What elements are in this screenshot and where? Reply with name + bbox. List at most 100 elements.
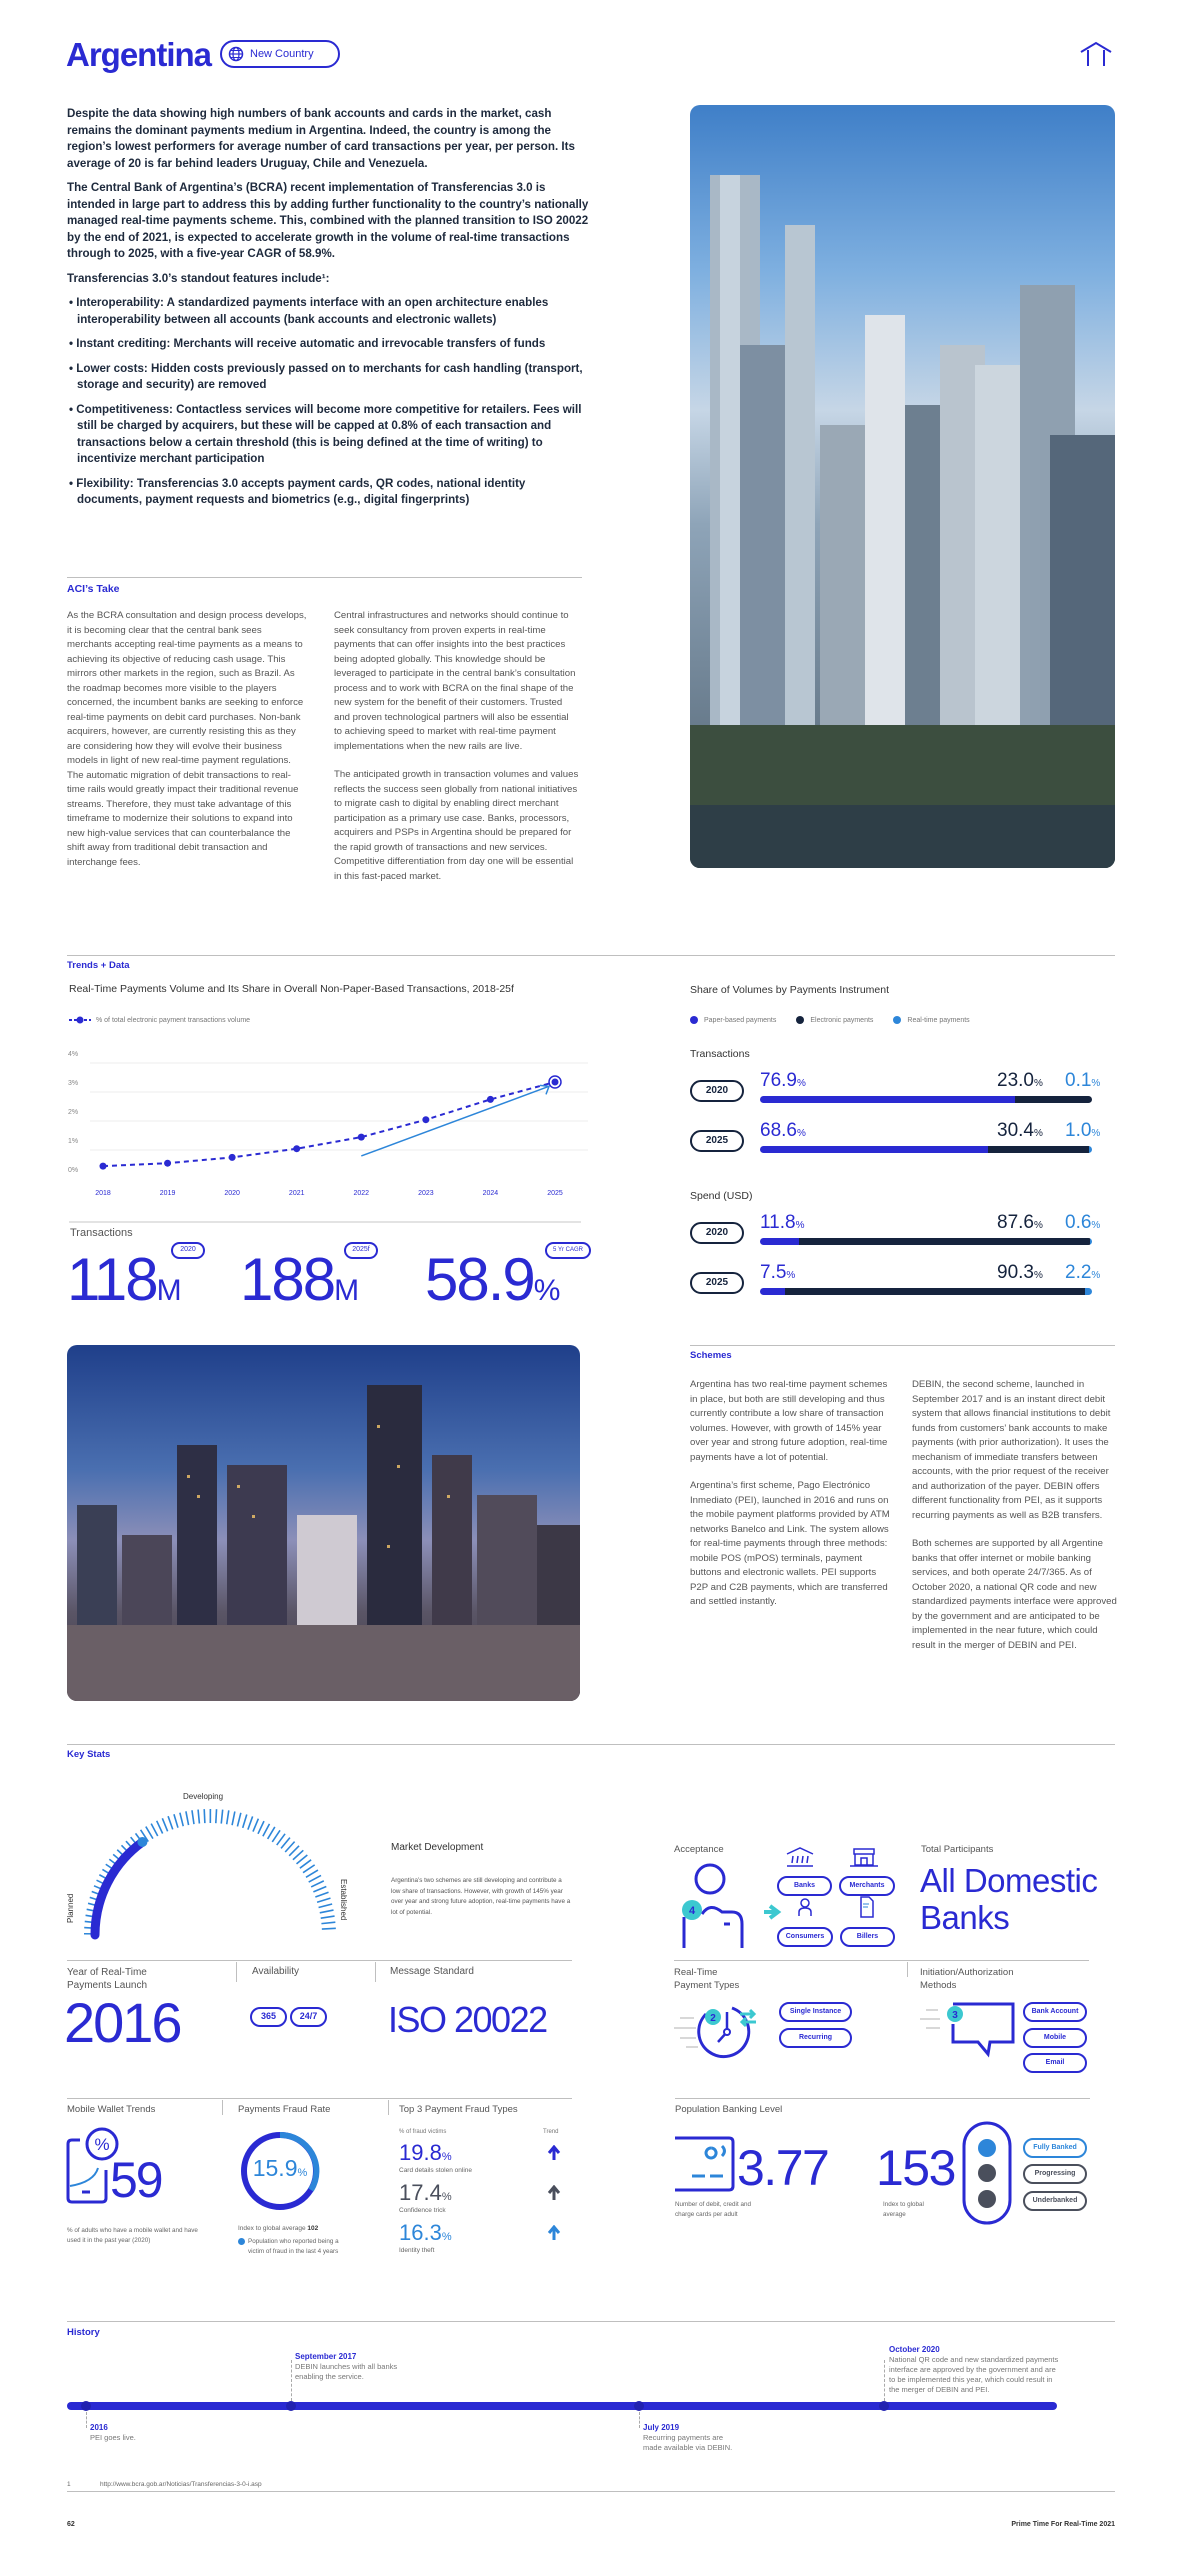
bar-segment-paper[interactable] bbox=[760, 1238, 800, 1245]
gauge-tick bbox=[257, 1820, 265, 1835]
gauge-tick bbox=[321, 1927, 336, 1930]
share-value: 0.1% bbox=[1065, 1070, 1100, 1092]
message-bubble-icon: 3 bbox=[920, 2002, 1015, 2058]
gauge-tick bbox=[191, 1810, 195, 1825]
legend-line-marker bbox=[69, 1016, 91, 1024]
transaction-stat: 188M 2025f bbox=[240, 1242, 378, 1310]
level-progressing: Progressing bbox=[1023, 2164, 1087, 2184]
data-point[interactable] bbox=[293, 1145, 301, 1153]
share-unit: % bbox=[795, 1220, 805, 1231]
data-point[interactable] bbox=[357, 1133, 365, 1141]
divider bbox=[675, 2098, 1090, 2099]
gauge-tick bbox=[319, 1909, 334, 1914]
event-text: Recurring payments are made available vi… bbox=[643, 2433, 733, 2452]
bar-segment-electronic[interactable] bbox=[784, 1288, 1085, 1295]
data-point[interactable] bbox=[99, 1162, 107, 1170]
divider bbox=[67, 2098, 572, 2099]
mobile-wallet-title: Mobile Wallet Trends bbox=[67, 2104, 156, 2115]
key-stats-heading: Key Stats bbox=[67, 1749, 111, 1760]
fraud-index-label: Index to global average bbox=[238, 2225, 306, 2232]
launch-year-title: Year of Real-Time Payments Launch bbox=[67, 1967, 148, 1991]
bar-segment-paper[interactable] bbox=[760, 1288, 785, 1295]
share-unit: % bbox=[1033, 1220, 1043, 1231]
fraud-type-label: Confidence trick bbox=[399, 2207, 446, 2214]
gauge-tick bbox=[185, 1811, 190, 1826]
fraud-index: Index to global average 102 bbox=[238, 2224, 318, 2233]
share-value: 11.8% bbox=[760, 1212, 804, 1234]
footnote-link[interactable]: http://www.bcra.gob.ar/Noticias/Transfer… bbox=[100, 2481, 262, 2488]
badge-label: New Country bbox=[250, 48, 314, 60]
data-point[interactable] bbox=[164, 1159, 172, 1167]
divider bbox=[67, 2321, 1115, 2322]
footnote-number: 1 bbox=[67, 2481, 71, 2488]
home-icon[interactable] bbox=[1078, 40, 1114, 68]
fraud-rate-number: 15.9 bbox=[252, 2155, 298, 2181]
share-number: 2.2 bbox=[1065, 1262, 1092, 1283]
intro-text: Despite the data showing high numbers of… bbox=[67, 106, 592, 517]
initiation-title: Initiation/Authorization Methods bbox=[920, 1967, 1014, 1991]
share-number: 0.1 bbox=[1065, 1070, 1092, 1091]
event-text: National QR code and new standardized pa… bbox=[889, 2355, 1059, 2394]
gauge-tick bbox=[155, 1820, 164, 1834]
bar-segment-paper[interactable] bbox=[760, 1096, 1016, 1103]
event-date: July 2019 bbox=[643, 2423, 680, 2432]
legend-item: Paper-based payments bbox=[690, 1016, 776, 1024]
line-chart: 0% 1% 2% 3% 4% 2018 2019 2020 2021 2022 2023 2024 20… bbox=[68, 1051, 588, 1197]
history-heading: History bbox=[67, 2327, 100, 2338]
x-tick-label: 2018 bbox=[95, 1190, 111, 1197]
gauge-tick bbox=[320, 1915, 335, 1919]
gauge-tick bbox=[299, 1859, 312, 1869]
gauge-tick bbox=[266, 1826, 276, 1840]
schemes-col2: DEBIN, the second scheme, launched in Se… bbox=[912, 1378, 1117, 1667]
share-number: 7.5 bbox=[760, 1262, 787, 1283]
timeline-connector bbox=[884, 2360, 885, 2401]
schemes-heading: Schemes bbox=[690, 1350, 732, 1361]
share-unit: % bbox=[1091, 1128, 1101, 1139]
gauge-tick bbox=[321, 1921, 336, 1925]
initiation-mobile: Mobile bbox=[1023, 2028, 1087, 2048]
features-list: Interoperability: A standardized payment… bbox=[67, 295, 592, 509]
share-value: 2.2% bbox=[1065, 1262, 1100, 1284]
gauge-tick bbox=[167, 1815, 174, 1830]
x-tick-label: 2021 bbox=[289, 1190, 305, 1197]
stacked-bar bbox=[760, 1146, 1092, 1153]
fraud-types-title: Top 3 Payment Fraud Types bbox=[399, 2104, 518, 2115]
gauge-tick bbox=[262, 1823, 271, 1837]
stat-value: 188 bbox=[240, 1246, 336, 1313]
bar-segment-real-time[interactable] bbox=[1084, 1288, 1092, 1295]
timeline-dot bbox=[81, 2401, 91, 2411]
fraud-percent-unit: % bbox=[441, 2231, 452, 2243]
data-point[interactable] bbox=[422, 1116, 430, 1124]
gauge-tick bbox=[308, 1874, 322, 1883]
bar-segment-real-time[interactable] bbox=[1090, 1238, 1092, 1245]
data-point[interactable] bbox=[551, 1078, 559, 1086]
share-unit: % bbox=[796, 1128, 806, 1139]
bar-segment-electronic[interactable] bbox=[987, 1146, 1089, 1153]
gauge-tick bbox=[280, 1837, 291, 1849]
bar-segment-electronic[interactable] bbox=[799, 1238, 1090, 1245]
share-number: 76.9 bbox=[760, 1070, 797, 1091]
bar-segment-paper[interactable] bbox=[760, 1146, 988, 1153]
gauge-tick bbox=[284, 1841, 296, 1853]
bar-segment-real-time[interactable] bbox=[1088, 1146, 1092, 1153]
gauge-label-planned: Planned bbox=[66, 1893, 75, 1923]
feature-item: Lower costs: Hidden costs previously pas… bbox=[67, 361, 592, 394]
timeline-connector bbox=[86, 2412, 87, 2428]
gauge-tick bbox=[231, 1811, 236, 1826]
mobile-wallet-value: 59 bbox=[110, 2152, 164, 2208]
share-chart-legend: Paper-based payments Electronic payments… bbox=[690, 1016, 970, 1024]
stat-value: 58.9 bbox=[425, 1246, 536, 1313]
buenos-aires-skyline-photo bbox=[690, 105, 1115, 868]
merchant-store-icon bbox=[850, 1848, 878, 1867]
intro-paragraph: Transferencias 3.0’s standout features i… bbox=[67, 271, 330, 285]
data-point[interactable] bbox=[486, 1095, 494, 1103]
gauge-tick bbox=[316, 1897, 331, 1903]
year-pill: 2025 bbox=[690, 1272, 744, 1294]
bar-segment-electronic[interactable] bbox=[1015, 1096, 1092, 1103]
data-point[interactable] bbox=[228, 1153, 236, 1161]
share-number: 87.6 bbox=[997, 1212, 1034, 1233]
acis-take-col2: Central infrastructures and networks sho… bbox=[334, 609, 579, 898]
feature-item: Interoperability: A standardized payment… bbox=[67, 295, 592, 328]
divider bbox=[388, 2100, 389, 2115]
legend-item: Electronic payments bbox=[796, 1016, 873, 1024]
